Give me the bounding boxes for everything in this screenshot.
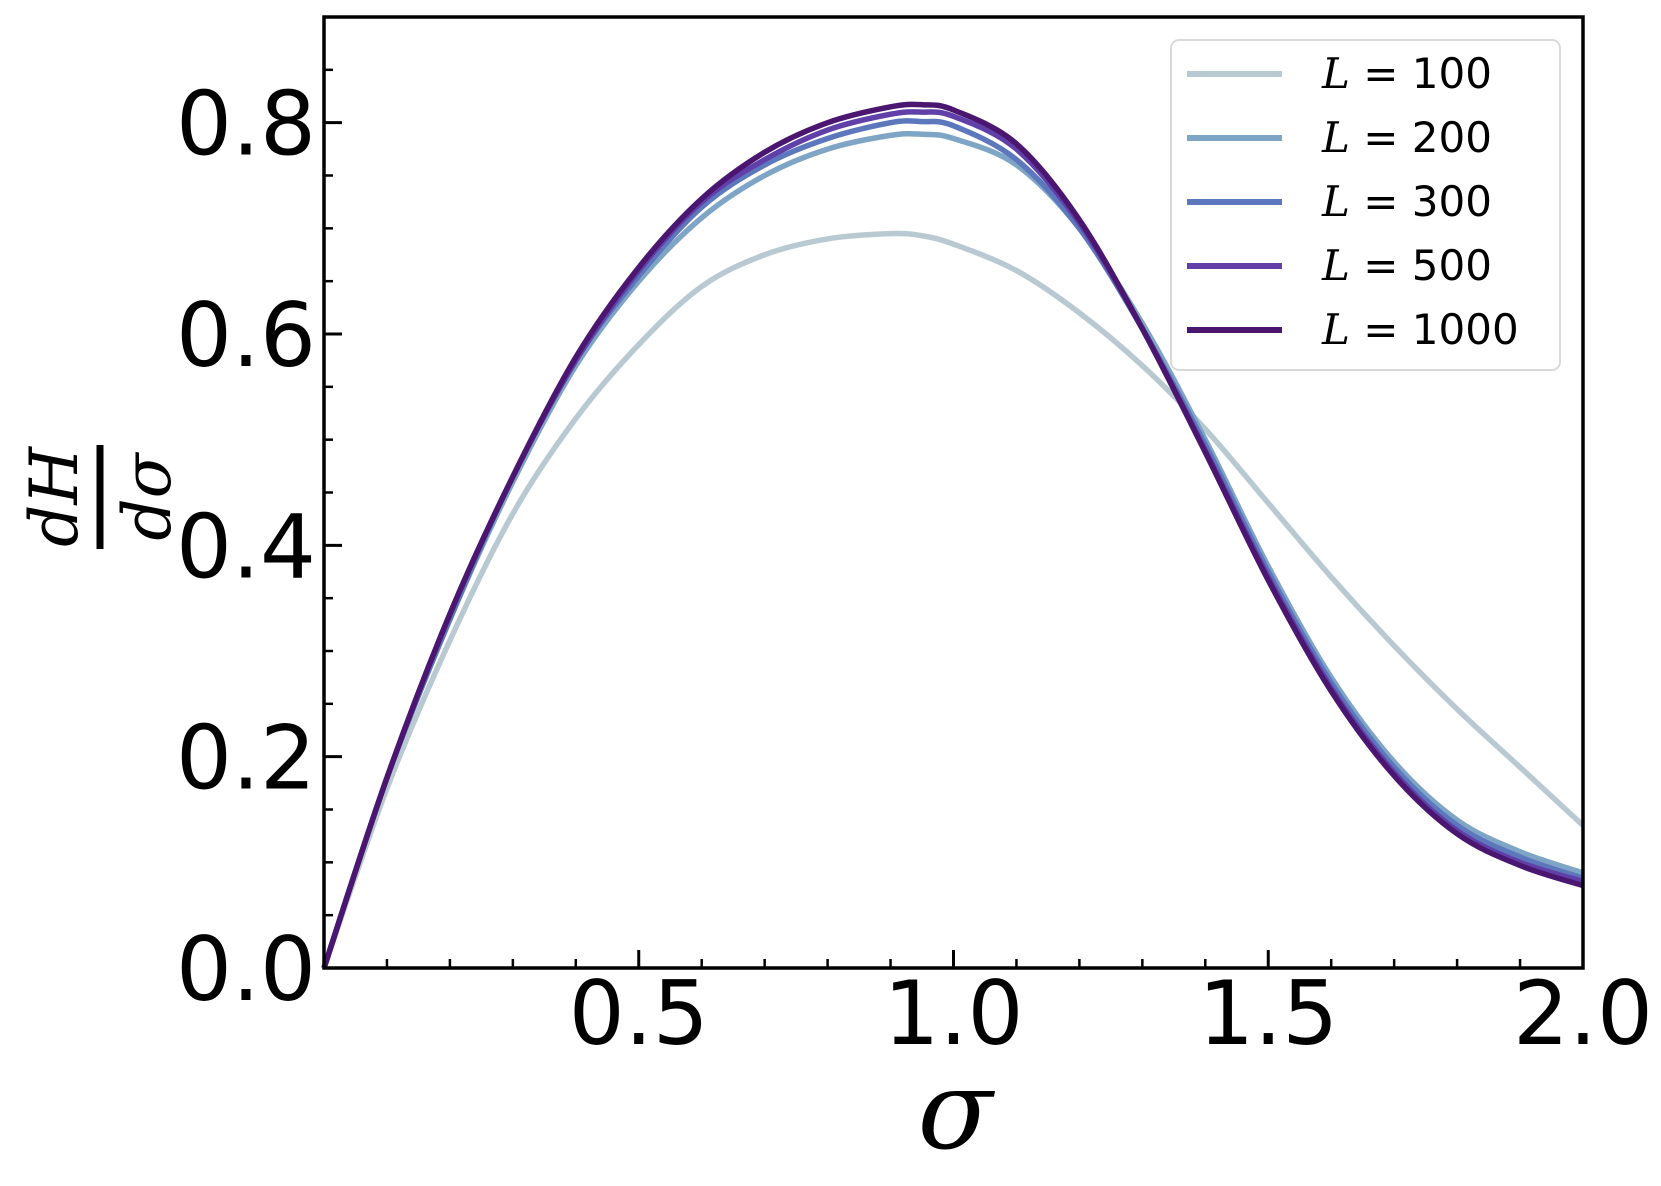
y-tick-label: 0.6: [176, 284, 316, 387]
x-tick-label: 1.5: [1198, 962, 1338, 1065]
x-tick-label: 0.5: [569, 962, 709, 1065]
legend-label-100: L = 100: [1321, 49, 1492, 98]
series-lines: [321, 101, 1585, 969]
y-tick-labels: 0.0 0.2 0.4 0.6 0.8: [176, 73, 316, 1021]
legend-label-1000: L = 1000: [1321, 305, 1519, 354]
y-tick-label: 0.8: [176, 73, 316, 176]
y-tick-label: 0.0: [176, 918, 316, 1021]
legend: L = 100 L = 200 L = 300 L = 500 L = 1000: [1170, 39, 1561, 371]
y-axis-label: dH dσ: [16, 445, 186, 549]
y-tick-label: 0.4: [176, 495, 316, 598]
x-axis-label: σ: [917, 1046, 995, 1174]
x-tick-labels: 0.5 1.0 1.5 2.0: [569, 962, 1653, 1065]
x-tick-label: 1.0: [884, 962, 1024, 1065]
series-line-1000: [321, 101, 1584, 969]
y-axis-label-denominator: dσ: [109, 451, 186, 540]
legend-label-200: L = 200: [1321, 113, 1492, 162]
legend-box: [1170, 39, 1561, 371]
y-axis-label-numerator: dH: [16, 446, 93, 547]
series-line-100: [321, 230, 1585, 969]
plot-frame: [322, 15, 1585, 970]
x-tick-label: 2.0: [1513, 962, 1653, 1065]
legend-label-300: L = 300: [1321, 177, 1492, 226]
y-tick-label: 0.2: [176, 707, 316, 810]
legend-label-500: L = 500: [1321, 241, 1492, 290]
